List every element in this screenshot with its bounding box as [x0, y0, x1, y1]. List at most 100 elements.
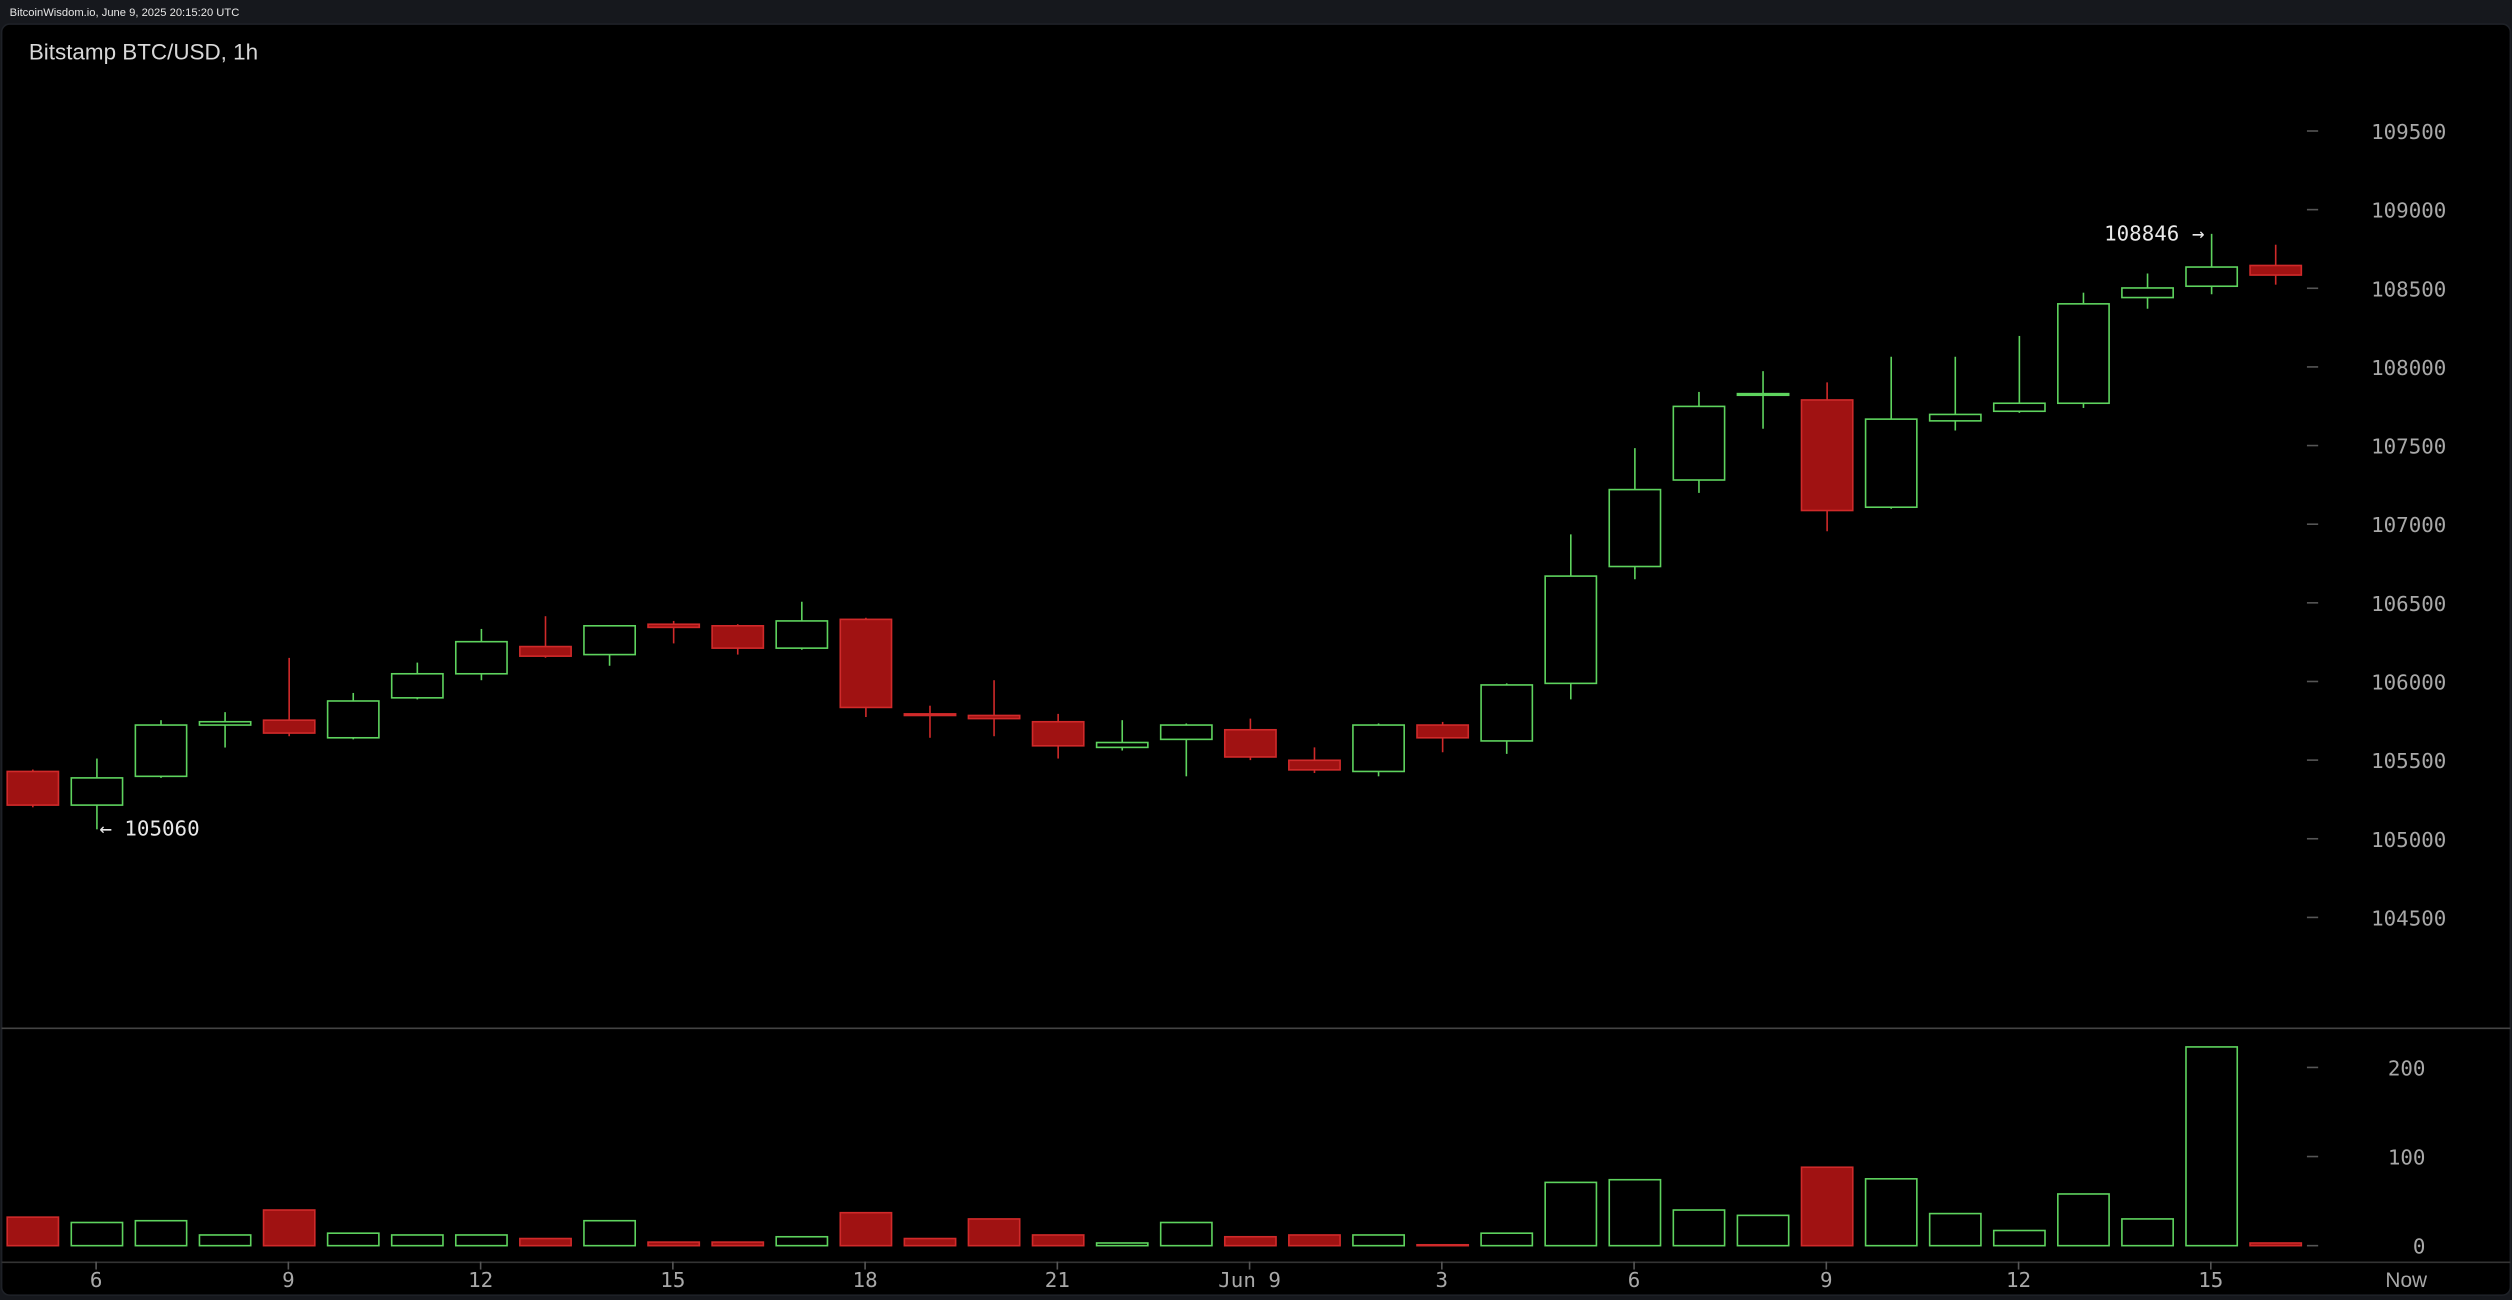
y-tick-label: 106500 [2371, 592, 2446, 616]
volume-bar [1288, 1234, 1341, 1247]
volume-bar [1223, 1235, 1277, 1247]
x-tick-label: 6 [90, 1268, 103, 1292]
volume-bar [1416, 1243, 1470, 1247]
candle-body [390, 672, 444, 699]
volume-bar [1992, 1229, 2046, 1247]
candle-body [198, 720, 252, 726]
volume-bar [1031, 1234, 1085, 1247]
y-tick-label: 108500 [2371, 277, 2446, 301]
low-annotation: ← 105060 [99, 817, 199, 841]
candle-body [967, 714, 1021, 720]
volume-bar [2121, 1218, 2174, 1247]
volume-bar [775, 1235, 829, 1247]
x-tick-label: 9 [1820, 1268, 1833, 1292]
candle-body [326, 700, 380, 739]
y-tick-label: 108000 [2371, 356, 2446, 380]
volume-bar [1095, 1242, 1149, 1247]
x-tick-label: 15 [660, 1268, 685, 1292]
candle-body [1864, 418, 1918, 509]
candle-body [1608, 488, 1662, 568]
volume-bar [583, 1219, 637, 1247]
y-tick-label: 107000 [2371, 513, 2446, 537]
candle-body [647, 623, 701, 629]
candle-body [1416, 724, 1470, 739]
chart-panel [0, 23, 2512, 1296]
volume-bar [1480, 1232, 1534, 1247]
volume-bar [2057, 1193, 2110, 1247]
x-tick-label: Jun 9 [1218, 1268, 1281, 1292]
volume-bar [711, 1241, 765, 1247]
candle-body [583, 624, 637, 656]
volume-bar [1928, 1212, 1982, 1247]
volume-bar [326, 1232, 380, 1247]
volume-bar [647, 1241, 701, 1247]
volume-bar [134, 1219, 188, 1247]
volume-bar [262, 1209, 316, 1247]
x-tick-label: 12 [468, 1268, 493, 1292]
volume-bar [1864, 1178, 1918, 1247]
volume-bar [1159, 1221, 1213, 1247]
volume-bar [1608, 1178, 1662, 1247]
candle-body [2121, 287, 2174, 299]
candle-body [1031, 720, 1085, 747]
volume-tick-label: 0 [2413, 1235, 2426, 1259]
x-tick-label: 6 [1628, 1268, 1641, 1292]
header: BitcoinWisdom.io, June 9, 2025 20:15:20 … [10, 7, 240, 19]
candle-body [903, 713, 957, 717]
candle-body [519, 645, 572, 657]
volume-bar [70, 1221, 124, 1247]
candle-body [1672, 405, 1726, 481]
candle-body [1992, 402, 2046, 413]
x-tick-label: 12 [2006, 1268, 2031, 1292]
x-tick-label: 18 [853, 1268, 878, 1292]
volume-bar [1800, 1166, 1854, 1247]
candle-body [1223, 728, 1277, 758]
candle-body [6, 770, 60, 806]
y-tick-label: 105500 [2371, 749, 2446, 773]
candle-body [1544, 575, 1598, 685]
volume-bar [2185, 1046, 2239, 1247]
candle-body [2185, 266, 2239, 288]
volume-bar [198, 1234, 252, 1247]
volume-bar [1672, 1209, 1726, 1247]
volume-bar [1544, 1181, 1598, 1247]
now-label: Now [2385, 1269, 2428, 1292]
y-tick-label: 104500 [2371, 906, 2446, 930]
candle-body [262, 719, 316, 734]
candle-body [1800, 399, 1854, 512]
candle-body [1095, 741, 1149, 749]
candle-body [134, 724, 188, 778]
candle-body [1352, 724, 1405, 773]
candle-body [1928, 413, 1982, 422]
chart-title: Bitstamp BTC/USD, 1h [29, 39, 258, 64]
volume-tick-label: 200 [2388, 1056, 2426, 1080]
candle-body [1159, 724, 1213, 741]
x-tick-label: 21 [1045, 1268, 1070, 1292]
y-tick-label: 105000 [2371, 828, 2446, 852]
high-annotation: 108846 → [2104, 221, 2204, 245]
volume-bar [1352, 1234, 1405, 1247]
y-tick-label: 109500 [2371, 120, 2446, 144]
candle-body [454, 640, 508, 675]
volume-tick-label: 100 [2388, 1146, 2426, 1170]
x-tick-label: 3 [1436, 1268, 1449, 1292]
volume-bar [2249, 1242, 2303, 1247]
candle-body [2057, 303, 2110, 405]
candle-body [839, 618, 893, 709]
candle-body [2249, 264, 2303, 276]
volume-bar [6, 1216, 60, 1247]
candle-body [775, 620, 829, 649]
volume-bar [1736, 1214, 1790, 1247]
x-tick-label: 9 [282, 1268, 295, 1292]
volume-bar [519, 1237, 572, 1247]
volume-bar [390, 1234, 444, 1247]
y-tick-label: 106000 [2371, 670, 2446, 694]
y-tick-label: 107500 [2371, 435, 2446, 459]
volume-bar [903, 1237, 957, 1247]
x-tick-label: 15 [2198, 1268, 2223, 1292]
y-tick-label: 109000 [2371, 199, 2446, 223]
volume-bar [967, 1218, 1021, 1247]
candle-body [70, 777, 124, 806]
candle-body [1480, 684, 1534, 742]
